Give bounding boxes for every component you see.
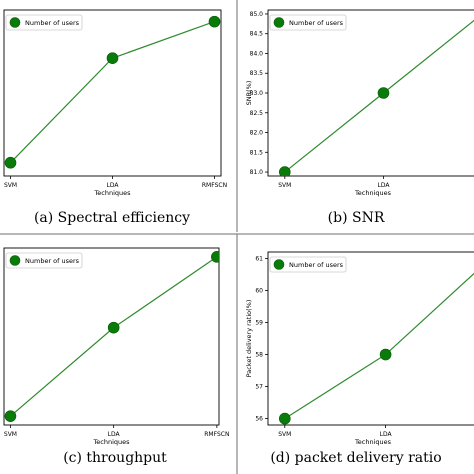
y-tick-label: 60 [255, 287, 263, 294]
legend-marker [273, 259, 285, 270]
series-group [4, 251, 219, 422]
data-point-svm [278, 412, 291, 425]
legend-label: Number of users [289, 261, 344, 269]
x-tick-label-lda: LDA [380, 431, 393, 438]
chart-panel-1: SVM LDA RMFSCN Techniques Number of users (a)… [3, 9, 227, 226]
data-point-lda [106, 52, 119, 64]
legend-marker [9, 17, 21, 28]
data-point-lda [379, 348, 392, 361]
plot-frame [267, 251, 474, 426]
legend [5, 14, 83, 31]
panel-caption: (c) throughput [63, 450, 167, 466]
x-tick-label-lda: LDA [108, 431, 121, 438]
y-tick-label: 83.5 [250, 70, 264, 77]
y-tick-label: 59 [255, 319, 263, 326]
legend-label: Number of users [25, 257, 80, 265]
y-tick-label: 57 [255, 384, 263, 391]
series-group [279, 19, 474, 176]
data-point-svm [4, 410, 17, 422]
data-point-rmfscn [211, 251, 219, 263]
panel-caption: (a) Spectral efficiency [34, 210, 190, 226]
x-tick-label-lda: LDA [378, 182, 391, 189]
y-tick-label: 56 [255, 416, 263, 423]
chart-panel-2: 81.0 81.5 82.0 82.5 83.0 83.5 84.0 84.5 85.0 SVM L… [245, 9, 474, 226]
legend-marker [273, 17, 285, 28]
x-axis-label: Techniques [354, 438, 392, 446]
series-line [10, 256, 218, 417]
legend-marker [9, 255, 21, 266]
x-tick-label-lda: LDA [107, 182, 120, 189]
x-tick-label-svm: SVM [278, 431, 291, 438]
x-tick-label-svm: SVM [4, 182, 17, 189]
plot-frame [3, 9, 222, 177]
data-point-svm [279, 166, 291, 176]
y-tick-label: 82.5 [250, 110, 264, 117]
series-group [278, 272, 474, 425]
chart-panel-3: SVM LDA RMFSCN Techniques Number of users (c)… [3, 247, 229, 466]
legend [269, 14, 347, 31]
plot-frame [267, 9, 474, 177]
series-line [10, 21, 215, 164]
data-point-rmfscn [208, 15, 221, 28]
x-tick-label-rmfscn: RMFSCN [204, 431, 229, 438]
x-tick-label-rmfscn: RMFSCN [202, 182, 227, 189]
panel-caption: (d) packet delivery ratio [270, 450, 441, 466]
y-tick-label: 81.0 [250, 169, 264, 176]
x-axis-label: Techniques [93, 189, 131, 197]
x-tick-label-svm: SVM [278, 182, 291, 189]
series-group [4, 15, 221, 169]
legend-label: Number of users [289, 19, 344, 27]
y-axis-label: SNR(%) [245, 81, 253, 106]
plot-frame [3, 247, 220, 426]
y-tick-label: 81.5 [250, 149, 264, 156]
x-axis-label: Techniques [354, 189, 392, 197]
y-tick-label: 84.5 [250, 31, 264, 38]
y-axis-label: Packet delivery ratio(%) [245, 300, 253, 378]
y-tick-label: 84.0 [250, 50, 264, 57]
legend-label: Number of users [25, 19, 80, 27]
legend [5, 252, 83, 269]
y-tick-label: 83.0 [250, 90, 264, 97]
y-tick-label: 58 [255, 352, 263, 359]
series-line [284, 272, 474, 420]
x-axis-label: Techniques [92, 438, 130, 446]
data-point-lda [377, 87, 390, 99]
legend [269, 256, 347, 273]
y-tick-label: 85.0 [250, 11, 264, 18]
data-point-svm [4, 156, 17, 169]
panel-caption: (b) SNR [328, 210, 385, 226]
y-tick-label: 61 [255, 255, 263, 262]
y-tick-label: 82.0 [250, 130, 264, 137]
x-tick-label-svm: SVM [4, 431, 17, 438]
data-point-lda [107, 321, 120, 334]
